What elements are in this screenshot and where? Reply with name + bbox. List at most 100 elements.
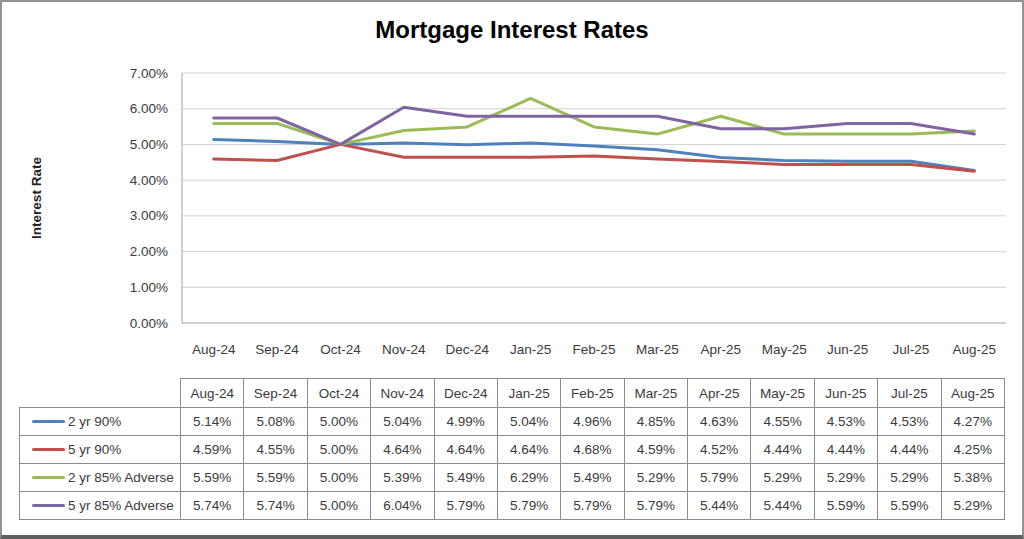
line-chart-plot-area: 0.00%1.00%2.00%3.00%4.00%5.00%6.00%7.00%… <box>2 2 1024 374</box>
series-line-5-yr-90 <box>214 144 975 171</box>
value-cell: 5.79% <box>561 492 624 520</box>
table-corner-cell <box>20 379 181 408</box>
value-cell: 5.59% <box>878 492 941 520</box>
series-name: 5 yr 90% <box>68 442 121 457</box>
x-tick-label: Nov-24 <box>382 342 426 357</box>
month-header-cell: Dec-24 <box>434 379 497 408</box>
table-row-2-yr-85-adverse: 2 yr 85% Adverse5.59%5.59%5.00%5.39%5.49… <box>20 464 1005 492</box>
value-cell: 5.79% <box>497 492 560 520</box>
y-tick-label: 7.00% <box>130 66 168 81</box>
value-cell: 5.44% <box>751 492 814 520</box>
value-cell: 4.27% <box>941 408 1005 436</box>
x-tick-label: Jul-25 <box>893 342 930 357</box>
legend-swatch-5-yr-85-adverse <box>32 504 65 507</box>
value-cell: 5.74% <box>181 492 244 520</box>
value-cell: 5.04% <box>371 408 434 436</box>
value-cell: 5.59% <box>814 492 877 520</box>
month-header-cell: Mar-25 <box>624 379 687 408</box>
value-cell: 5.04% <box>497 408 560 436</box>
month-header-cell: Aug-25 <box>941 379 1005 408</box>
legend-swatch-2-yr-85-adverse <box>32 476 65 479</box>
table-row-5-yr-85-adverse: 5 yr 85% Adverse5.74%5.74%5.00%6.04%5.79… <box>20 492 1005 520</box>
value-cell: 4.55% <box>751 408 814 436</box>
value-cell: 4.96% <box>561 408 624 436</box>
value-cell: 6.04% <box>371 492 434 520</box>
series-label-cell: 2 yr 90% <box>20 408 181 436</box>
value-cell: 5.59% <box>181 464 244 492</box>
value-cell: 5.79% <box>434 492 497 520</box>
value-cell: 5.00% <box>307 492 370 520</box>
month-header-cell: Sep-24 <box>244 379 307 408</box>
x-tick-label: Aug-24 <box>192 342 236 357</box>
value-cell: 6.29% <box>497 464 560 492</box>
value-cell: 5.79% <box>688 464 751 492</box>
x-tick-label: Mar-25 <box>636 342 679 357</box>
value-cell: 5.29% <box>941 492 1005 520</box>
value-cell: 4.63% <box>688 408 751 436</box>
value-cell: 5.00% <box>307 408 370 436</box>
value-cell: 5.79% <box>624 492 687 520</box>
value-cell: 5.59% <box>244 464 307 492</box>
month-header-cell: Jan-25 <box>497 379 560 408</box>
value-cell: 4.59% <box>181 436 244 464</box>
y-tick-label: 6.00% <box>130 101 168 116</box>
value-cell: 4.44% <box>878 436 941 464</box>
value-cell: 4.68% <box>561 436 624 464</box>
legend-swatch-5-yr-90 <box>32 448 65 451</box>
month-header-cell: Feb-25 <box>561 379 624 408</box>
table-row-2-yr-90: 2 yr 90%5.14%5.08%5.00%5.04%4.99%5.04%4.… <box>20 408 1005 436</box>
value-cell: 4.64% <box>497 436 560 464</box>
value-cell: 5.00% <box>307 436 370 464</box>
month-header-cell: Jun-25 <box>814 379 877 408</box>
x-tick-label: May-25 <box>762 342 807 357</box>
value-cell: 5.38% <box>941 464 1005 492</box>
month-header-cell: May-25 <box>751 379 814 408</box>
month-header-cell: Aug-24 <box>181 379 244 408</box>
value-cell: 4.85% <box>624 408 687 436</box>
value-cell: 4.99% <box>434 408 497 436</box>
chart-frame: Mortgage Interest Rates Interest Rate 0.… <box>0 0 1024 539</box>
value-cell: 5.39% <box>371 464 434 492</box>
value-cell: 5.74% <box>244 492 307 520</box>
value-cell: 5.29% <box>878 464 941 492</box>
value-cell: 5.14% <box>181 408 244 436</box>
x-tick-label: Apr-25 <box>701 342 742 357</box>
value-cell: 4.44% <box>814 436 877 464</box>
y-tick-label: 0.00% <box>130 316 168 331</box>
value-cell: 4.25% <box>941 436 1005 464</box>
y-tick-label: 4.00% <box>130 173 168 188</box>
value-cell: 5.08% <box>244 408 307 436</box>
series-label-cell: 5 yr 85% Adverse <box>20 492 181 520</box>
x-tick-label: Feb-25 <box>573 342 616 357</box>
value-cell: 5.49% <box>434 464 497 492</box>
value-cell: 4.55% <box>244 436 307 464</box>
value-cell: 4.44% <box>751 436 814 464</box>
value-cell: 5.44% <box>688 492 751 520</box>
value-cell: 4.52% <box>688 436 751 464</box>
table-header-row: Aug-24Sep-24Oct-24Nov-24Dec-24Jan-25Feb-… <box>20 379 1005 408</box>
y-tick-label: 2.00% <box>130 244 168 259</box>
month-header-cell: Nov-24 <box>371 379 434 408</box>
x-tick-label: Oct-24 <box>320 342 361 357</box>
value-cell: 4.53% <box>814 408 877 436</box>
series-name: 2 yr 85% Adverse <box>68 470 174 485</box>
month-header-cell: Oct-24 <box>307 379 370 408</box>
y-tick-label: 1.00% <box>130 280 168 295</box>
x-tick-label: Aug-25 <box>953 342 997 357</box>
value-cell: 5.29% <box>751 464 814 492</box>
table-row-5-yr-90: 5 yr 90%4.59%4.55%5.00%4.64%4.64%4.64%4.… <box>20 436 1005 464</box>
month-header-cell: Apr-25 <box>688 379 751 408</box>
legend-swatch-2-yr-90 <box>32 420 65 423</box>
series-label-cell: 2 yr 85% Adverse <box>20 464 181 492</box>
value-cell: 4.64% <box>371 436 434 464</box>
value-cell: 5.29% <box>624 464 687 492</box>
x-tick-label: Jun-25 <box>827 342 868 357</box>
series-name: 2 yr 90% <box>68 414 121 429</box>
value-cell: 5.29% <box>814 464 877 492</box>
x-tick-label: Dec-24 <box>445 342 489 357</box>
y-tick-label: 3.00% <box>130 208 168 223</box>
chart-data-table: Aug-24Sep-24Oct-24Nov-24Dec-24Jan-25Feb-… <box>19 378 1005 520</box>
value-cell: 5.00% <box>307 464 370 492</box>
series-label-cell: 5 yr 90% <box>20 436 181 464</box>
x-tick-label: Sep-24 <box>255 342 299 357</box>
